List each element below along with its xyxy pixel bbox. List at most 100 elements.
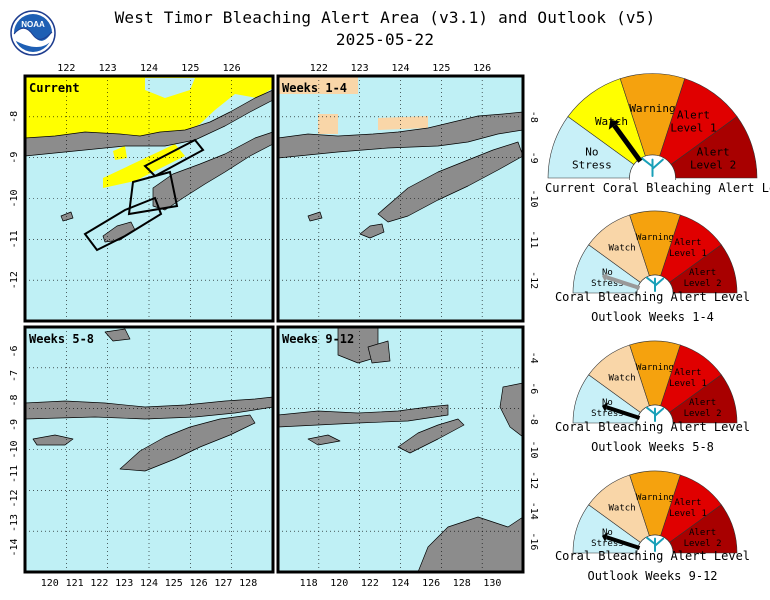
gauge-needle-head [608,119,621,130]
sawu-land [307,211,323,222]
longitude-tick-label: 123 [99,63,117,74]
gauge-label-warning: Warning [636,233,674,243]
longitude-tick-label: 125 [181,63,199,74]
alert-area-outline [83,196,163,252]
longitude-tick-label: 126 [190,578,208,589]
longitude-tick-label: 125 [165,578,183,589]
latitude-tick-label: -9 [9,152,20,164]
longitude-tick-label: 124 [140,578,158,589]
gauge-label-no-stress: Stress [591,279,624,289]
longitude-tick-label: 125 [432,63,450,74]
gauge-label-alert1: Level 1 [670,122,716,135]
longitude-tick-label: 128 [453,578,471,589]
longitude-tick-label: 122 [90,578,108,589]
watch-outlook-area [278,76,358,94]
latitude-tick-label: -12 [528,271,539,289]
gauge-needle [606,275,641,290]
noaa-logo: NOAA [10,10,56,56]
latitude-tick-label: -7 [9,370,20,382]
longitude-tick-label: 124 [391,63,409,74]
gauge-label-no-stress: No [585,145,598,158]
panel-frame [23,74,275,323]
panel-label: Weeks 9-12 [282,332,354,346]
gauge-needle-head [601,532,609,543]
gauge-label-alert2: Level 2 [684,409,722,419]
gauge-caption-weeks-9-12-title: Coral Bleaching Alert Level [554,549,751,563]
longitude-tick-label: 126 [473,63,491,74]
latitude-tick-label: -8 [528,413,539,425]
latitude-tick-label: -11 [9,230,20,248]
gauge-label-alert2: Level 2 [684,539,722,549]
gauge-label-alert2: Alert [689,398,716,408]
map-panel-2: Weeks 1-4 122 123 124 125 126 -8 -9 -10 -11 -12 [276,63,539,323]
gauge-label-warning: Warning [629,102,675,115]
flores-alor-land [278,404,449,428]
gauge-label-alert2: Level 2 [690,158,736,171]
gauge-label-alert2: Alert [697,145,730,158]
noaa-logo-text: NOAA [21,20,45,29]
sulawesi-land [337,327,379,364]
longitude-tick-label: 124 [391,578,409,589]
page-date: 2025-05-22 [335,30,435,49]
latitude-tick-label: -12 [9,489,20,507]
current-alert-gauge: NoStressWatchWarningAlertLevel 1AlertLev… [547,73,758,180]
north-island-land [104,328,131,342]
panel-frame [23,325,275,574]
longitude-tick-label: 124 [140,63,158,74]
flores-alor-land [25,89,273,157]
alert-area-outline [143,138,205,178]
flores-alor-land [278,111,523,159]
gauge-needle [606,405,641,420]
map-panel-4: Weeks 9-12 118 120 122 124 126 128 130 -4 -6 -8 -10… [276,325,539,589]
latitude-tick-label: -4 [528,352,539,364]
latitude-tick-label: -6 [9,345,20,357]
latitude-tick-label: -10 [9,440,20,458]
panel-label: Weeks 1-4 [282,81,347,95]
gauge-needle-head [601,402,609,413]
longitude-tick-label: 128 [239,578,257,589]
latitude-tick-label: -8 [528,111,539,123]
latitude-tick-label: -8 [9,394,20,406]
longitude-tick-label: 126 [422,578,440,589]
coral-icon [645,276,665,292]
gauge-label-alert2: Level 2 [684,279,722,289]
gauge-caption-weeks-9-12: Outlook Weeks 9-12 [587,569,718,583]
latitude-tick-label: -14 [9,538,20,556]
gauge-label-alert1: Level 1 [669,379,707,389]
latitude-tick-label: -13 [9,514,20,532]
gauge-caption-weeks-5-8-title: Coral Bleaching Alert Level [554,420,751,434]
australia-land [417,516,523,572]
sawu-land [60,211,74,222]
latitude-tick-label: -14 [528,502,539,520]
alert-area-outline [127,170,179,216]
coral-icon [641,157,664,177]
longitude-tick-label: 126 [223,63,241,74]
gauge-label-alert2: Alert [689,268,716,278]
longitude-tick-label: 120 [41,578,59,589]
latitude-tick-label: -11 [9,465,20,483]
watch-outlook-area [318,114,338,134]
gauge-label-alert2: Alert [689,528,716,538]
gauge-caption-weeks-1-4-title: Coral Bleaching Alert Level [554,290,751,304]
timor-land [119,414,256,472]
panel-frame [276,325,525,574]
gauge-caption-weeks-1-4: Outlook Weeks 1-4 [591,310,714,324]
gauge-label-watch: Watch [609,504,636,514]
longitude-tick-label: 123 [351,63,369,74]
gauge-label-alert1: Alert [674,498,701,508]
latitude-tick-label: -12 [528,471,539,489]
panel-frame [276,74,525,323]
latitude-tick-label: -6 [528,382,539,394]
no-stress-patch [145,78,195,98]
alert-maps: Current 122 123 124 125 126 -8 -9 -10 -11 -12 Weeks… [9,63,539,589]
gauge-caption-current: Current Coral Bleaching Alert Level [545,181,770,195]
latitude-tick-label: -12 [9,271,20,289]
aru-land [499,382,523,438]
latitude-tick-label: -10 [528,440,539,458]
longitude-tick-label: 122 [361,578,379,589]
latitude-tick-label: -11 [528,230,539,248]
map-panel-3: Weeks 5-8 120 121 122 123 124 125 126 127 128 -6 -7… [9,325,275,589]
panel-label: Current [29,81,80,95]
longitude-tick-label: 118 [300,578,318,589]
longitude-tick-label: 127 [214,578,232,589]
